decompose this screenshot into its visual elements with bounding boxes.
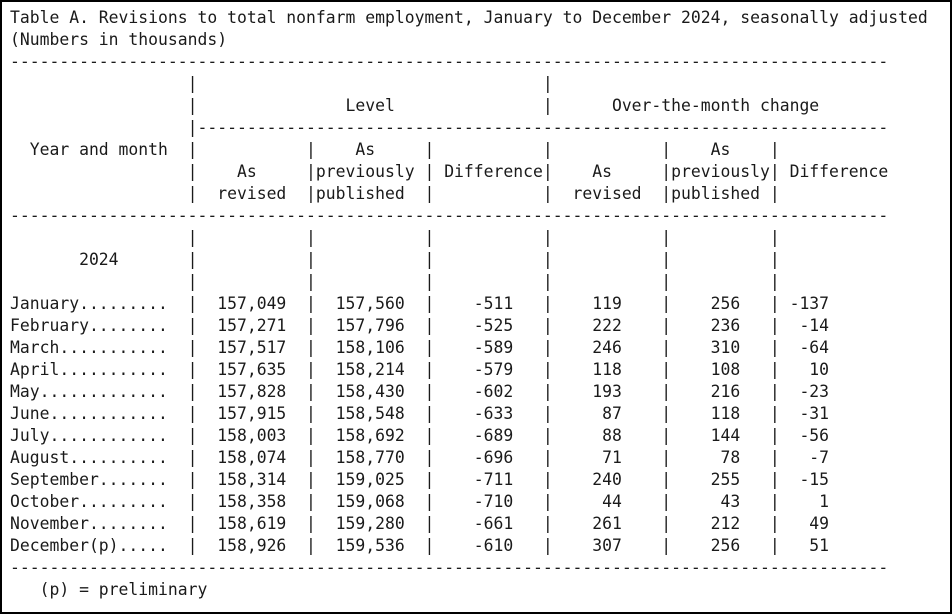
table-title: Table A. Revisions to total nonfarm empl… [10,8,928,27]
table-row-march: March........... | 157,517 | 158,106 | -… [10,338,830,357]
table-row-january: January......... | 157,049 | 157,560 | -… [10,294,830,313]
ascii-table: ----------------------------------------… [10,51,950,579]
header-sub-row-3: | revised |published | | revised |publis… [10,184,780,203]
footnote: (p) = preliminary [39,580,208,599]
header-blank-row: | | [10,74,553,93]
table-row-decemberp: December(p)..... | 158,926 | 159,536 | -… [10,536,830,555]
table-subtitle: (Numbers in thousands) [10,30,228,49]
separator-header: ----------------------------------------… [10,206,889,225]
header-sub-row-1: Year and month | | As | | | As | [10,140,780,159]
header-inner-separator: |---------------------------------------… [10,118,889,137]
table-row-june: June............ | 157,915 | 158,548 | -… [10,404,830,423]
table-row-february: February........ | 157,271 | 157,796 | -… [10,316,830,335]
table-row-september: September....... | 158,314 | 159,025 | -… [10,470,830,489]
spacer-row: | | | | | | [10,272,780,291]
table-row-november: November........ | 158,619 | 159,280 | -… [10,514,830,533]
header-sub-row-2: | As |previously | Difference| As |previ… [10,162,889,181]
header-groups-row: | Level | Over-the-month change [10,96,889,115]
table-row-may: May............. | 157,828 | 158,430 | -… [10,382,830,401]
table-row-april: April........... | 157,635 | 158,214 | -… [10,360,830,379]
year-row: 2024 | | | | | | [10,250,780,269]
separator-bottom: ----------------------------------------… [10,558,889,577]
table-row-july: July............ | 158,003 | 158,692 | -… [10,426,830,445]
table-row-august: August.......... | 158,074 | 158,770 | -… [10,448,830,467]
table-row-october: October......... | 158,358 | 159,068 | -… [10,492,830,511]
spacer-row: | | | | | | [10,228,780,247]
separator-top: ----------------------------------------… [10,52,889,71]
